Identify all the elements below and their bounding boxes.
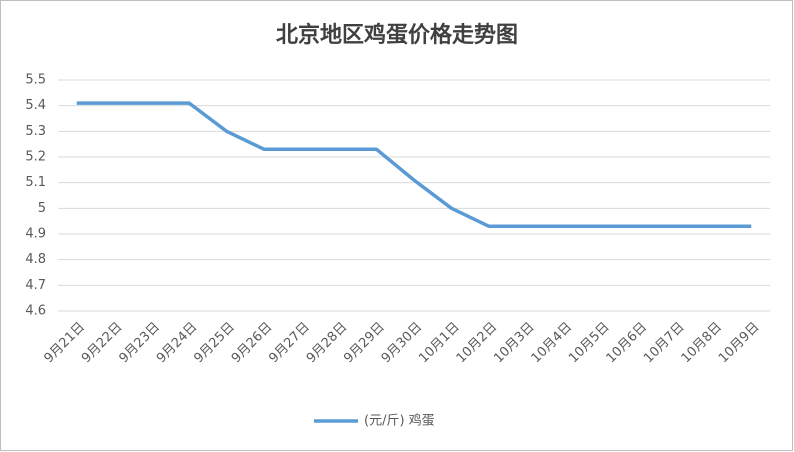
line (76, 101, 752, 229)
y-tick-label: 5.4 (25, 98, 46, 113)
y-tick-label: 4.7 (25, 278, 46, 293)
y-tick-label: 5.5 (25, 73, 46, 88)
y-tick-label: 5 (38, 201, 46, 216)
y-tick-label: 5.2 (25, 150, 46, 165)
y-tick-label: 4.8 (25, 252, 46, 267)
y-tick-label: 5.1 (25, 175, 46, 190)
y-tick-label: 5.3 (25, 124, 46, 139)
y-tick-label: 4.9 (25, 227, 46, 242)
y-tick-label: 4.6 (25, 304, 46, 319)
legend-label: (元/斤) 鸡蛋 (364, 413, 435, 429)
chart-title: 北京地区鸡蛋价格走势图 (276, 22, 518, 48)
